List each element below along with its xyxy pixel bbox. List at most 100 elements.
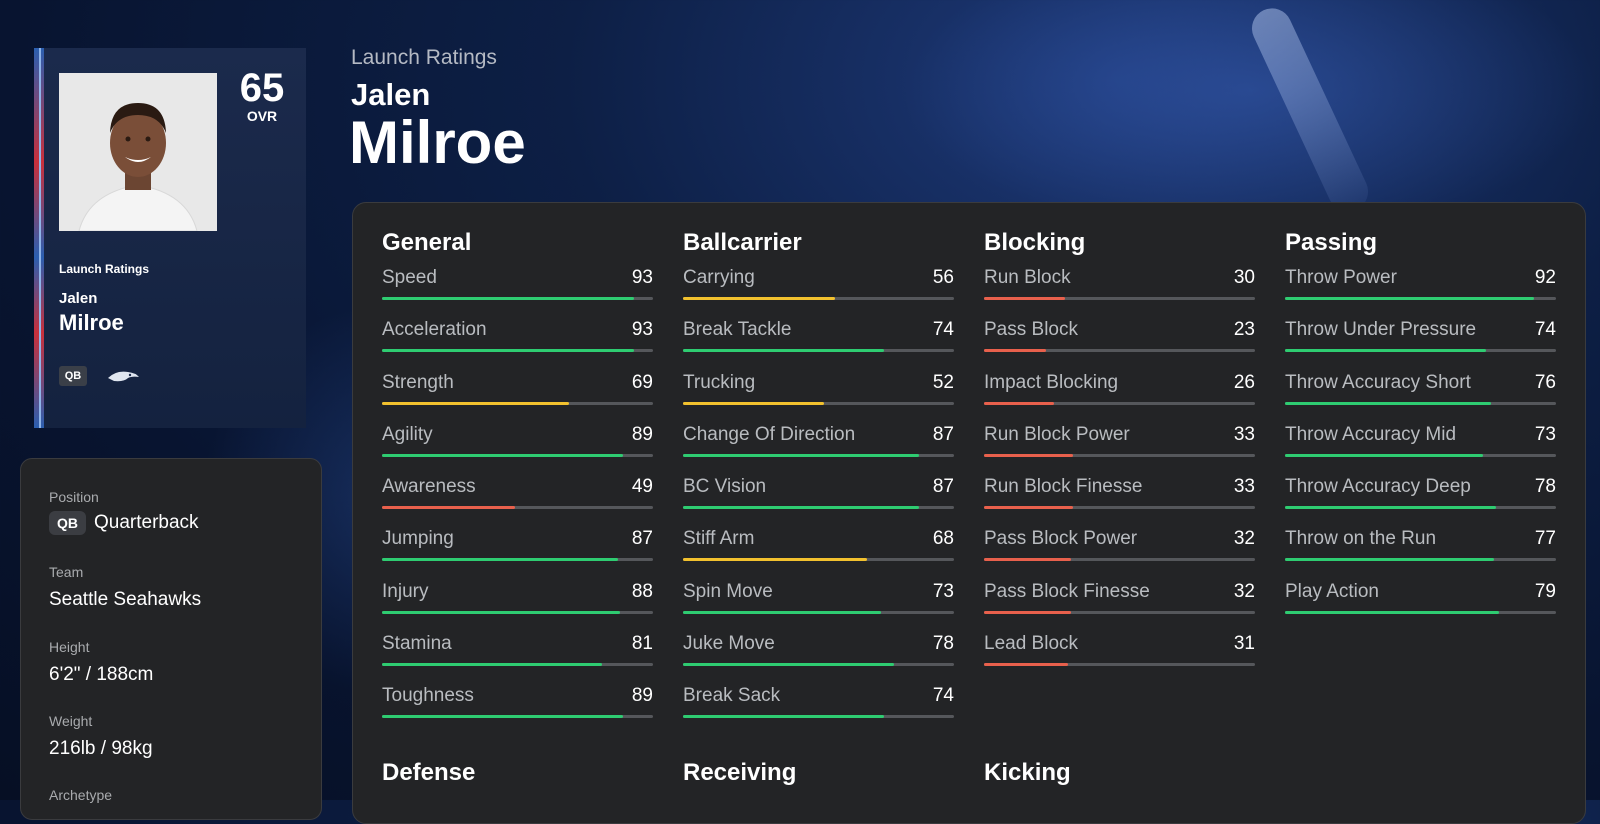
overall-rating: 65 [239, 66, 285, 110]
stat-bar-track [1285, 453, 1556, 457]
stat-bar-fill [382, 558, 618, 562]
stat-bar-track [1285, 506, 1556, 510]
stat-name: Pass Block [984, 319, 1078, 341]
stat-bar-fill [382, 663, 602, 667]
category-receiving-title: Receiving [683, 759, 797, 786]
stat-value: 49 [631, 476, 653, 498]
stat-bar-fill [683, 610, 881, 614]
stat-name: Juke Move [683, 633, 775, 655]
stat-bar-track [984, 506, 1255, 510]
stat-value: 32 [1233, 580, 1255, 602]
stat-bar-fill [382, 610, 621, 614]
stat-value: 87 [631, 528, 653, 550]
stat-name: Injury [382, 580, 429, 602]
stat-bar-fill [984, 297, 1066, 300]
stat-row: Carrying 56 [683, 263, 954, 315]
stat-bar-fill [683, 453, 919, 457]
stat-row: Awareness 49 [382, 472, 653, 524]
stat-row: Throw Accuracy Mid 73 [1285, 420, 1556, 472]
category-defense-title: Defense [382, 759, 476, 786]
stat-name: Throw Accuracy Deep [1285, 476, 1471, 498]
stat-name: Acceleration [382, 319, 487, 341]
stat-bar-fill [984, 506, 1074, 510]
height-value: 6'2" / 188cm [49, 664, 154, 685]
stat-name: BC Vision [683, 476, 767, 498]
stat-bar-fill [382, 506, 515, 510]
page-subtitle: Launch Ratings [351, 46, 497, 69]
stat-bar-fill [382, 715, 624, 719]
position-value-row: QB Quarterback [49, 511, 199, 535]
stat-name: Change Of Direction [683, 423, 856, 445]
stat-bar-track [382, 506, 653, 510]
stat-value: 69 [631, 371, 653, 393]
stat-row: BC Vision 87 [683, 472, 954, 524]
stat-row: Jumping 87 [382, 524, 653, 576]
stat-bar-track [1285, 401, 1556, 405]
stat-bar-track [382, 558, 653, 562]
stat-name: Throw Power [1285, 267, 1397, 288]
player-card: 65 OVR Launch Ratings Jalen Milroe QB [34, 48, 306, 428]
stat-bar-fill [382, 401, 569, 405]
weight-value: 216lb / 98kg [49, 738, 153, 759]
stat-value: 78 [932, 633, 954, 655]
stat-bar-track [683, 558, 954, 562]
stat-row: Run Block Power 33 [984, 420, 1255, 472]
stat-value: 74 [932, 319, 954, 341]
stat-value: 78 [1534, 476, 1556, 498]
stat-name: Agility [382, 423, 433, 445]
stat-value: 88 [631, 580, 653, 602]
stat-value: 79 [1534, 580, 1556, 602]
stat-bar-fill [984, 558, 1071, 562]
stat-value: 77 [1534, 528, 1556, 550]
stat-value: 73 [932, 580, 954, 602]
stat-bar-track [382, 349, 653, 353]
stat-value: 76 [1534, 371, 1556, 393]
category-title: Passing [1285, 229, 1378, 256]
stat-value: 89 [631, 423, 653, 445]
height-label: Height [49, 639, 90, 655]
stat-bar-track [1285, 610, 1556, 614]
stat-bar-fill [1285, 349, 1486, 353]
stat-value: 33 [1233, 423, 1255, 445]
stat-bar-track [382, 453, 653, 457]
stat-row: Pass Block 23 [984, 315, 1255, 367]
stat-bar-track [382, 663, 653, 667]
stat-value: 74 [932, 685, 954, 707]
stat-name: Run Block Finesse [984, 476, 1143, 498]
stat-name: Play Action [1285, 580, 1379, 602]
weight-label: Weight [49, 713, 93, 729]
stat-name: Jumping [382, 528, 454, 550]
stat-name: Spin Move [683, 580, 773, 602]
stat-name: Trucking [683, 371, 756, 393]
stat-row: Lead Block 31 [984, 629, 1255, 681]
stat-bar-track [1285, 349, 1556, 353]
position-badge: QB [49, 511, 86, 535]
stat-bar-fill [382, 297, 635, 300]
stat-value: 33 [1233, 476, 1255, 498]
stat-row: Acceleration 93 [382, 315, 653, 367]
stat-row: Throw Accuracy Deep 78 [1285, 472, 1556, 524]
stat-bar-track [683, 506, 954, 510]
stat-value: 73 [1534, 423, 1556, 445]
stat-value: 32 [1233, 528, 1255, 550]
ratings-panel: General Speed 93 Acceleration 93 Strength 69 Ag… [352, 202, 1586, 824]
stat-bar-fill [1285, 297, 1535, 300]
stat-name: Speed [382, 267, 437, 288]
stat-row: Change Of Direction 87 [683, 420, 954, 472]
stat-name: Break Tackle [683, 319, 792, 341]
category-ballcarrier: Ballcarrier Carrying 56 Break Tackle 74 Truck… [683, 229, 954, 734]
stat-bar-fill [984, 453, 1074, 457]
team-value: Seattle Seahawks [49, 589, 202, 610]
archetype-label: Archetype [49, 787, 113, 803]
stat-name: Lead Block [984, 633, 1079, 655]
stat-row: Throw Accuracy Short 76 [1285, 368, 1556, 420]
stat-value: 31 [1233, 633, 1255, 655]
stat-bar-track [683, 297, 954, 300]
category-kicking-title: Kicking [984, 759, 1071, 786]
stat-row: Pass Block Power 32 [984, 524, 1255, 576]
stat-row: Stiff Arm 68 [683, 524, 954, 576]
stat-row: Agility 89 [382, 420, 653, 472]
stat-value: 81 [631, 633, 653, 655]
team-label: Team [49, 564, 84, 580]
stat-bar-track [382, 297, 653, 300]
